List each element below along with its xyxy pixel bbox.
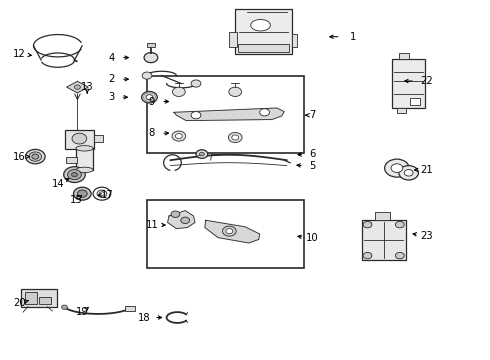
Circle shape <box>391 164 403 172</box>
Bar <box>124 306 135 311</box>
Text: 18: 18 <box>138 312 151 323</box>
Circle shape <box>363 221 372 228</box>
Circle shape <box>404 170 413 176</box>
Circle shape <box>226 229 233 234</box>
Circle shape <box>146 95 153 100</box>
Bar <box>397 108 406 113</box>
Circle shape <box>395 252 404 259</box>
Circle shape <box>172 131 186 141</box>
Text: 22: 22 <box>420 76 433 86</box>
Polygon shape <box>174 108 284 121</box>
Bar <box>410 98 420 105</box>
Text: 8: 8 <box>149 128 155 138</box>
Circle shape <box>222 226 236 236</box>
Bar <box>392 59 425 108</box>
Bar <box>65 130 94 149</box>
Circle shape <box>171 211 180 217</box>
Circle shape <box>196 150 208 158</box>
Circle shape <box>199 152 204 156</box>
Circle shape <box>62 305 68 309</box>
Circle shape <box>228 132 242 143</box>
Circle shape <box>142 72 152 79</box>
Circle shape <box>77 190 87 197</box>
Circle shape <box>74 85 80 89</box>
Text: 6: 6 <box>309 149 316 159</box>
Circle shape <box>181 217 190 224</box>
Bar <box>292 34 297 47</box>
Text: 4: 4 <box>109 53 115 63</box>
Circle shape <box>175 134 182 139</box>
Bar <box>66 157 77 163</box>
Circle shape <box>172 87 185 96</box>
Bar <box>229 32 237 47</box>
Bar <box>362 220 406 260</box>
Circle shape <box>97 190 107 197</box>
Text: 15: 15 <box>70 195 82 205</box>
Bar <box>76 148 93 170</box>
Circle shape <box>229 87 242 96</box>
Circle shape <box>68 170 81 180</box>
Ellipse shape <box>251 19 270 31</box>
Text: 7: 7 <box>309 110 316 120</box>
Bar <box>147 76 304 153</box>
Bar <box>147 200 304 268</box>
Text: 19: 19 <box>76 307 89 318</box>
Circle shape <box>25 149 45 164</box>
Ellipse shape <box>76 167 93 172</box>
Circle shape <box>74 187 91 200</box>
Circle shape <box>29 152 42 161</box>
Circle shape <box>399 166 418 180</box>
Bar <box>39 297 51 304</box>
Circle shape <box>64 167 85 183</box>
Polygon shape <box>67 81 88 93</box>
Circle shape <box>72 172 77 177</box>
Text: 17: 17 <box>100 190 113 200</box>
Bar <box>21 289 57 307</box>
Circle shape <box>191 112 201 119</box>
Circle shape <box>142 91 157 103</box>
Ellipse shape <box>76 145 93 151</box>
Bar <box>94 135 103 142</box>
Bar <box>399 53 409 59</box>
Text: 10: 10 <box>306 233 319 243</box>
Text: 1: 1 <box>349 32 356 42</box>
Bar <box>235 9 292 54</box>
Text: 2: 2 <box>108 74 115 84</box>
Text: 20: 20 <box>13 298 26 308</box>
Polygon shape <box>168 211 195 229</box>
Circle shape <box>395 221 404 228</box>
Circle shape <box>363 252 372 259</box>
Text: 3: 3 <box>109 92 115 102</box>
Text: 16: 16 <box>13 152 26 162</box>
Bar <box>238 44 289 52</box>
Text: 13: 13 <box>81 82 94 92</box>
Text: 5: 5 <box>309 161 316 171</box>
Circle shape <box>260 109 270 116</box>
Circle shape <box>32 154 39 159</box>
Bar <box>24 292 37 304</box>
Circle shape <box>191 80 201 87</box>
Text: 23: 23 <box>420 231 433 241</box>
Text: 21: 21 <box>420 165 433 175</box>
Bar <box>147 43 155 47</box>
Text: 11: 11 <box>146 220 158 230</box>
Text: 9: 9 <box>148 96 155 107</box>
Circle shape <box>99 192 104 195</box>
Circle shape <box>232 135 239 140</box>
Polygon shape <box>205 220 260 243</box>
Text: 12: 12 <box>13 49 26 59</box>
Circle shape <box>385 159 409 177</box>
Text: 14: 14 <box>51 179 64 189</box>
Circle shape <box>144 53 158 63</box>
Circle shape <box>72 133 87 144</box>
Bar <box>375 212 390 220</box>
